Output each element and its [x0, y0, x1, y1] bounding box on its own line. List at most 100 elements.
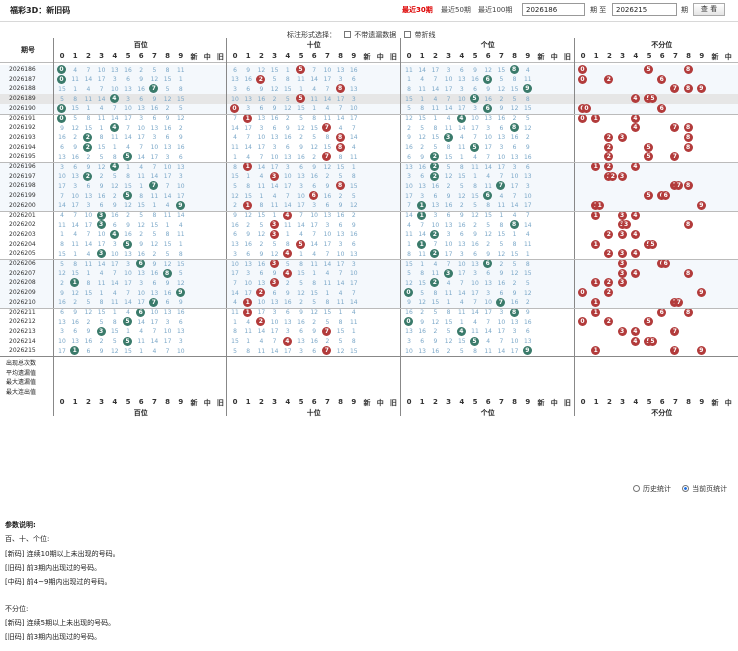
miss-value: 5 — [486, 221, 491, 229]
history-radio[interactable] — [633, 485, 640, 492]
draw-ball: 9 — [175, 200, 185, 210]
miss-value: 2 — [99, 173, 104, 181]
miss-value: 6 — [259, 270, 264, 278]
miss-value: 2 — [86, 318, 91, 326]
miss-value: 8 — [338, 318, 343, 326]
miss-value: 9 — [446, 192, 451, 200]
miss-value: 9 — [499, 270, 504, 278]
digit-header-1-9: 9 — [351, 52, 357, 60]
miss-value: 8 — [325, 299, 330, 307]
miss-value: 17 — [484, 144, 492, 152]
miss-value: 16 — [124, 231, 132, 239]
draw-ball: 5 — [123, 239, 132, 249]
miss-value: 11 — [110, 299, 119, 307]
miss-value: 11 — [163, 212, 172, 219]
miss-value: 6 — [407, 153, 411, 161]
issue-number: 2026193 — [9, 133, 36, 141]
miss-value: 9 — [525, 309, 530, 316]
miss-value: 12 — [497, 85, 506, 93]
bufen-ball: 0 — [578, 65, 587, 74]
miss-value: 1 — [351, 163, 356, 171]
miss-value: 7 — [459, 279, 464, 287]
miss-value: 6 — [285, 309, 290, 316]
miss-value: 17 — [457, 270, 466, 278]
miss-value: 17 — [257, 309, 266, 316]
miss-value: 12 — [257, 66, 266, 74]
issue-number: 2026188 — [9, 85, 36, 93]
note-1: [新码] 连续10期以上未出现的号码。 — [5, 550, 120, 558]
draw-ball: 1 — [243, 307, 253, 317]
miss-value: 2 — [312, 153, 317, 161]
miss-value: 10 — [257, 299, 266, 307]
miss-value: 13 — [137, 105, 145, 113]
draw-ball: 0 — [57, 65, 66, 74]
with-line-checkbox[interactable] — [404, 31, 412, 38]
range-50-link[interactable]: 最近50期 — [441, 6, 471, 14]
bufen-ball: 3 — [617, 259, 627, 268]
draw-ball: 4 — [282, 249, 292, 259]
footer-digit-header-1-6: 6 — [311, 398, 317, 406]
draw-ball: 6 — [483, 191, 493, 201]
query-button[interactable]: 查 看 — [693, 3, 725, 16]
miss-value: 6 — [420, 173, 425, 181]
stat-label-3: 最大连出值 — [6, 388, 37, 396]
miss-value: 16 — [336, 212, 345, 219]
miss-value: 15 — [310, 124, 318, 132]
miss-value: 2 — [299, 134, 303, 142]
miss-value: 12 — [84, 309, 93, 316]
miss-value: 3 — [486, 124, 491, 132]
miss-value: 1 — [126, 163, 130, 171]
bufen-ball: 8 — [683, 132, 693, 142]
miss-value: 6 — [152, 279, 157, 287]
miss-value: 5 — [420, 289, 425, 297]
miss-value: 7 — [420, 221, 425, 229]
issue-number: 2026191 — [9, 114, 36, 122]
range-100-link[interactable]: 最近100期 — [478, 6, 513, 14]
miss-value: 1 — [178, 76, 183, 84]
miss-value: 15 — [349, 347, 358, 355]
bufen-ball: 6 — [657, 74, 667, 84]
miss-value: 1 — [112, 309, 117, 316]
miss-value: 5 — [459, 347, 464, 355]
no-missing-checkbox[interactable] — [344, 31, 352, 38]
miss-value: 17 — [349, 115, 358, 122]
miss-value: 3 — [165, 153, 170, 161]
miss-value: 6 — [525, 328, 530, 336]
table-row — [0, 249, 738, 260]
miss-value: 10 — [244, 279, 252, 287]
miss-value: 7 — [338, 270, 343, 278]
miss-value: 7 — [126, 124, 130, 132]
draw-ball: 3 — [96, 210, 106, 220]
miss-value: 6 — [246, 250, 251, 258]
miss-value: 9 — [325, 182, 330, 190]
range-30-link[interactable]: 最近30期 — [402, 6, 433, 14]
miss-value: 6 — [272, 124, 277, 132]
draw-ball: 7 — [496, 297, 506, 307]
miss-value: 16 — [71, 318, 79, 326]
miss-value: 6 — [473, 85, 477, 93]
miss-value: 7 — [486, 153, 491, 161]
miss-value: 8 — [165, 66, 170, 74]
miss-value: 5 — [433, 144, 438, 152]
miss-value: 9 — [486, 85, 491, 93]
miss-value: 2 — [299, 299, 303, 307]
miss-value: 11 — [349, 153, 358, 161]
miss-value: 17 — [163, 173, 172, 181]
miss-value: 12 — [244, 212, 252, 219]
miss-value: 4 — [99, 270, 104, 278]
current-page-radio[interactable] — [682, 485, 690, 492]
table-row — [0, 74, 738, 85]
miss-value: 9 — [407, 134, 411, 142]
footer-digit-header-2-10: 新 — [537, 399, 545, 407]
miss-value: 12 — [405, 115, 413, 122]
miss-value: 7 — [86, 66, 91, 74]
to-issue-input[interactable] — [612, 3, 677, 16]
footer-section-title-1: 十位 — [306, 409, 321, 417]
miss-value: 9 — [99, 347, 104, 355]
miss-value: 3 — [351, 95, 356, 103]
miss-value: 10 — [176, 347, 185, 355]
miss-value: 5 — [446, 163, 451, 171]
miss-value: 10 — [124, 270, 132, 278]
from-issue-input[interactable] — [522, 3, 585, 16]
miss-value: 4 — [259, 173, 264, 181]
